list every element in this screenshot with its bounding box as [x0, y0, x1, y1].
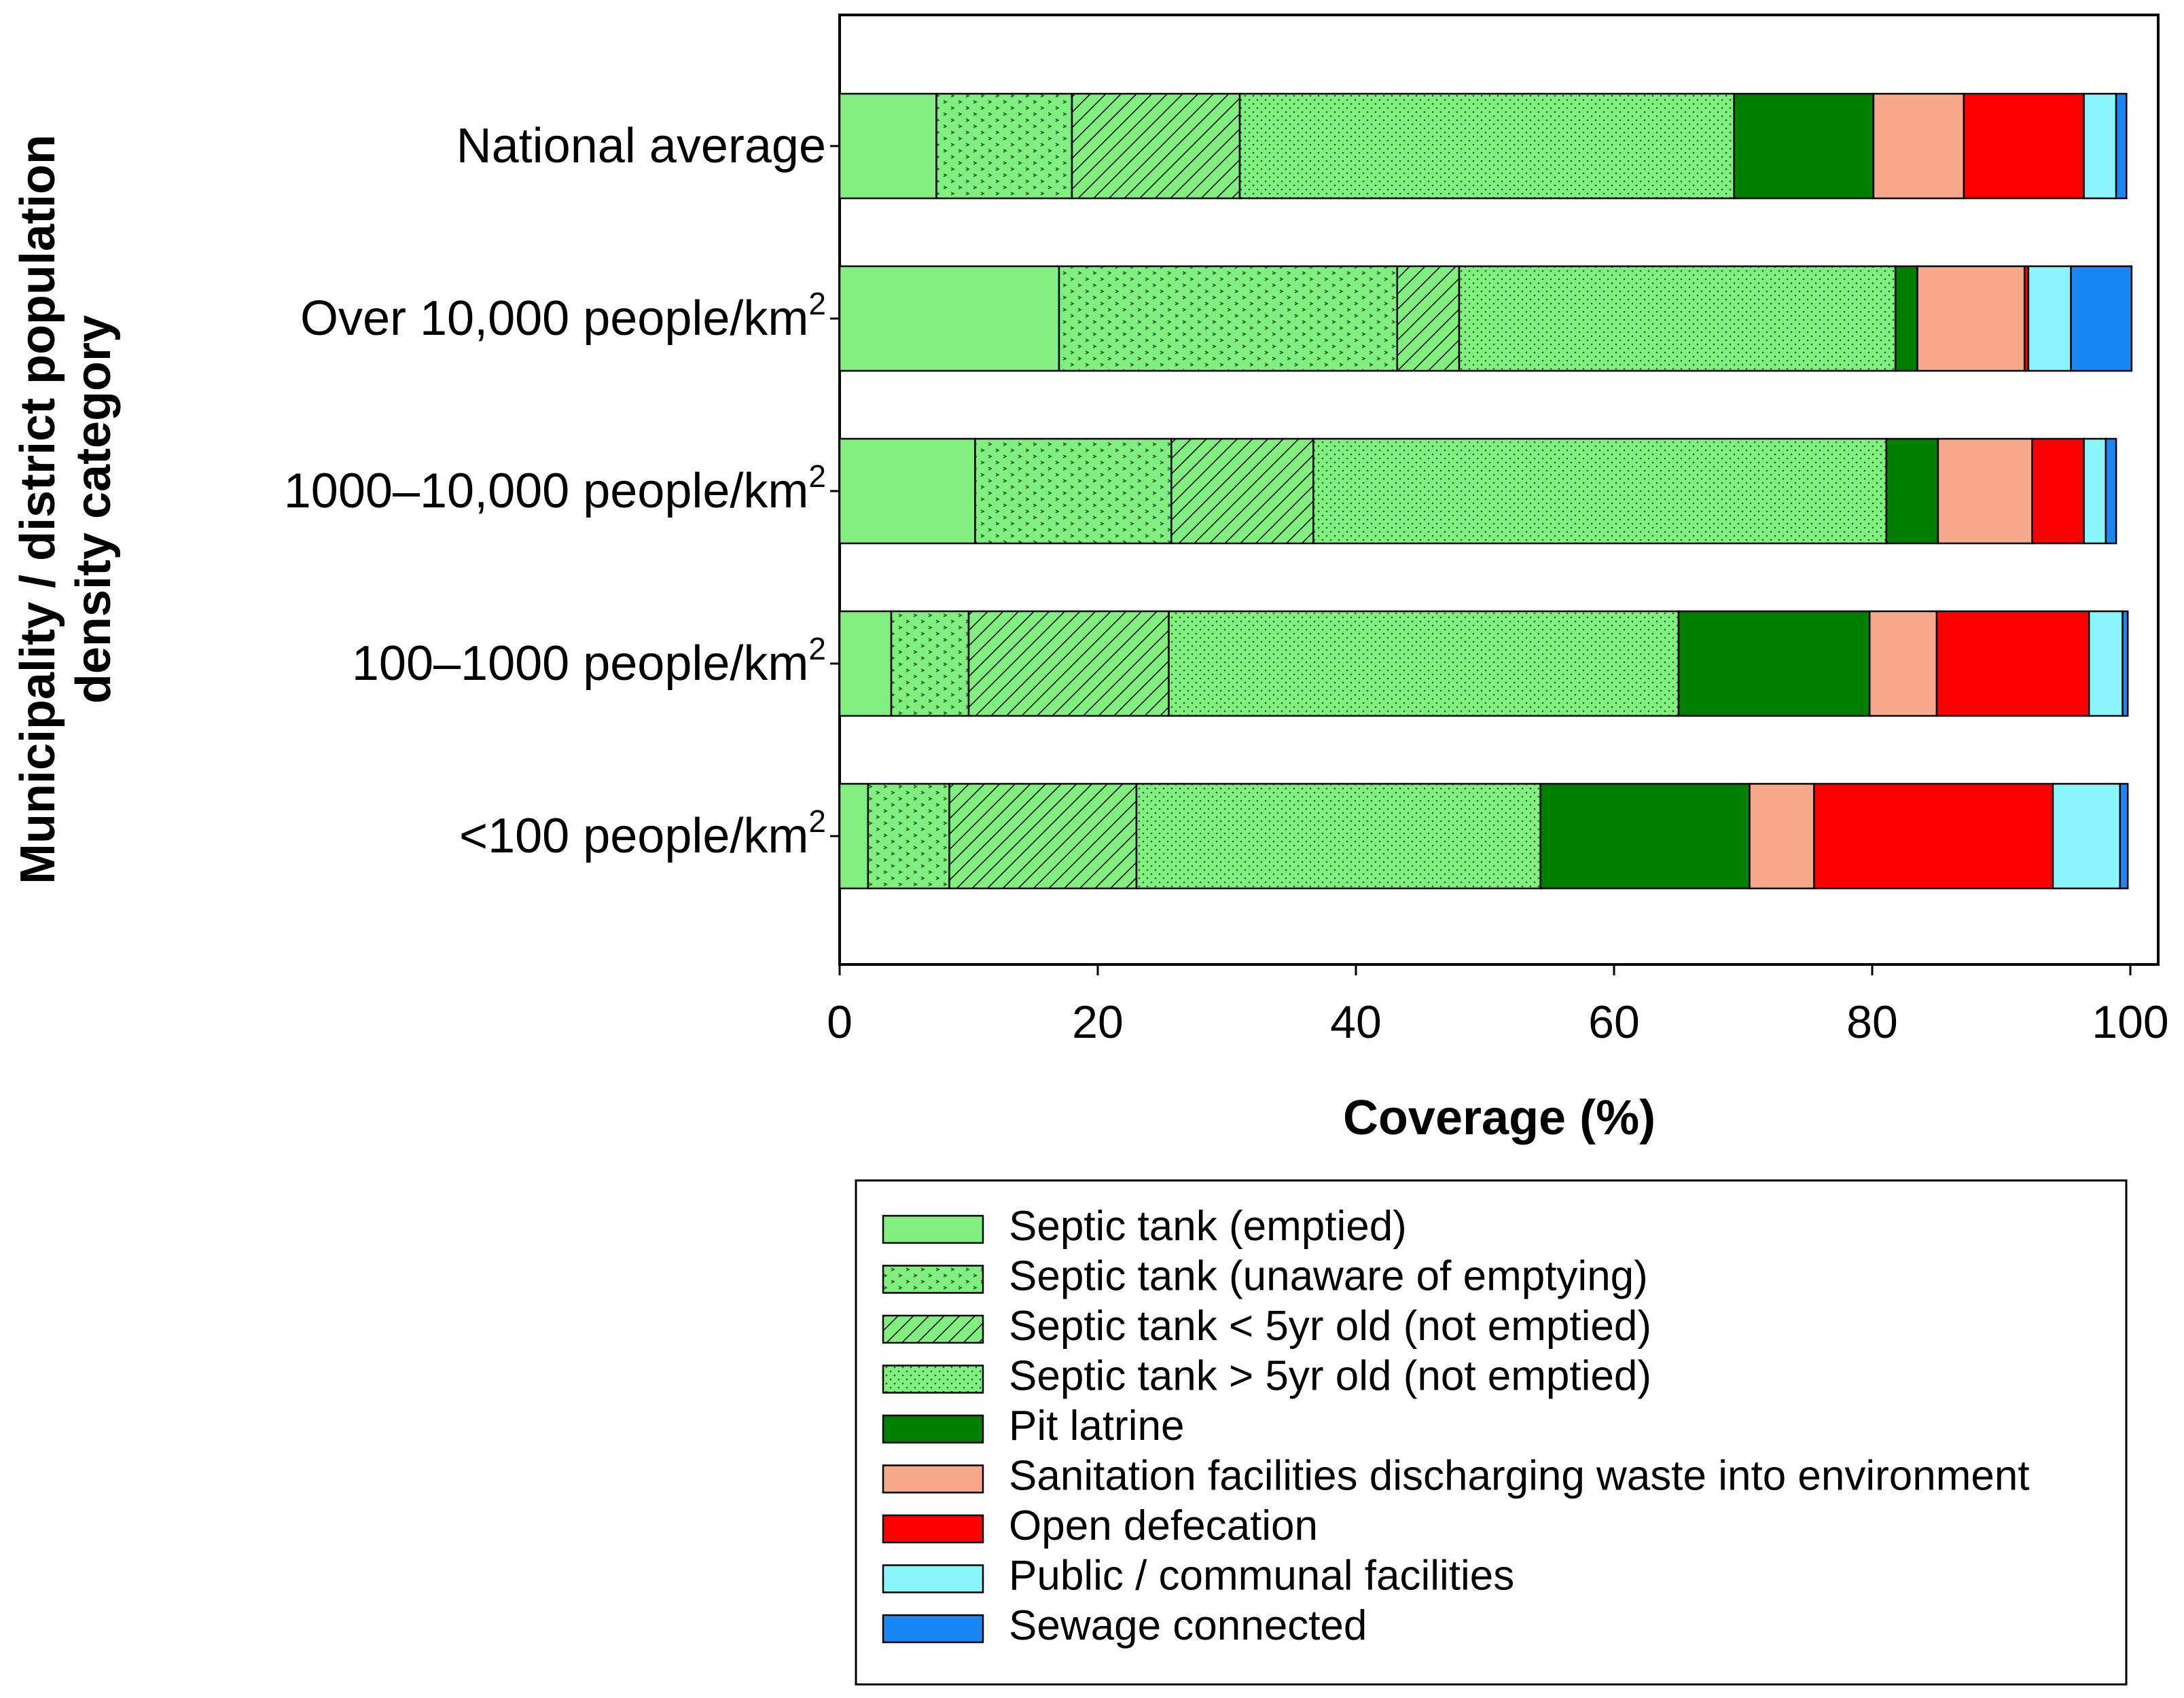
- x-tick-label: 60: [1588, 996, 1640, 1048]
- bar-segment: [2122, 610, 2129, 717]
- bar-segment: [2070, 265, 2133, 372]
- legend-label: Septic tank (unaware of emptying): [1009, 1253, 1648, 1300]
- legend-label: Septic tank < 5yr old (not emptied): [1009, 1303, 1651, 1350]
- legend-label: Pit latrine: [1009, 1403, 1184, 1449]
- bar-segment: [1963, 92, 2085, 200]
- bar-segment: [2088, 610, 2124, 717]
- bar-segment: [1170, 437, 1314, 545]
- legend-label: Septic tank > 5yr old (not emptied): [1009, 1353, 1651, 1400]
- bar-segment: [2031, 437, 2085, 545]
- bar-segment: [1733, 92, 1875, 200]
- legend: Septic tank (emptied)Septic tank (unawar…: [882, 1203, 2030, 1649]
- bar-segment: [1916, 265, 2026, 372]
- bar-segment: [2083, 92, 2117, 200]
- x-tick-label: 20: [1072, 996, 1124, 1048]
- bar-segment: [1937, 437, 2033, 545]
- legend-swatch: [882, 1414, 984, 1444]
- bar-segment: [935, 92, 1073, 200]
- y-axis-title: Municipality / district population densi…: [11, 134, 121, 884]
- bar-segment: [1396, 265, 1461, 372]
- bar-segment: [890, 610, 970, 717]
- bar-segment: [2115, 92, 2128, 200]
- x-tick-label: 0: [827, 996, 853, 1048]
- bar-segment: [2027, 265, 2072, 372]
- y-category-label: 100–1000 people/km2: [352, 631, 826, 691]
- bar-segment: [838, 437, 976, 545]
- bar-segment: [1135, 782, 1541, 890]
- bar-segment: [974, 437, 1172, 545]
- legend-label: Sanitation facilities discharging waste …: [1009, 1453, 2030, 1500]
- bar-segment: [1868, 610, 1938, 717]
- bar-segment: [838, 610, 893, 717]
- bar-segment: [2083, 437, 2107, 545]
- bar-segment: [1071, 92, 1241, 200]
- y-axis-title-line-1: Municipality / district population: [11, 134, 65, 884]
- bar-segment: [1885, 437, 1939, 545]
- legend-label: Sewage connected: [1009, 1602, 1367, 1649]
- y-axis-category-labels: National average Over 10,000 people/km2 10…: [284, 119, 840, 863]
- legend-swatch: [882, 1214, 984, 1244]
- bar-segment: [1677, 610, 1871, 717]
- legend-label: Septic tank (emptied): [1009, 1203, 1407, 1250]
- legend-swatch: [882, 1464, 984, 1494]
- legend-label: Open defecation: [1009, 1502, 1318, 1549]
- y-category-label: Over 10,000 people/km2: [300, 286, 826, 346]
- x-axis-title: Coverage (%): [1343, 1091, 1655, 1145]
- legend-swatch: [882, 1365, 984, 1394]
- bar-segment: [1238, 92, 1735, 200]
- x-axis: 0 20 40 60 80 100: [827, 964, 2169, 1048]
- bar-segment: [967, 610, 1170, 717]
- bar-segment: [948, 782, 1138, 890]
- legend-swatch: [882, 1265, 984, 1294]
- bar-segment: [2119, 782, 2129, 890]
- y-category-label: National average: [457, 119, 826, 173]
- bar-segment: [1894, 265, 1918, 372]
- bar-segment: [1539, 782, 1751, 890]
- bar-segment: [838, 782, 870, 890]
- bar-segment: [1935, 610, 2090, 717]
- x-tick-label: 80: [1846, 996, 1898, 1048]
- legend-swatch: [882, 1314, 984, 1344]
- legend-swatch: [882, 1614, 984, 1644]
- bar-segment: [1058, 265, 1399, 372]
- bar-segment: [1458, 265, 1897, 372]
- bar-segment: [867, 782, 950, 890]
- bar-segment: [1312, 437, 1888, 545]
- bar-segment: [2105, 437, 2117, 545]
- bar-segment: [838, 92, 937, 200]
- y-category-label: <100 people/km2: [459, 803, 826, 863]
- bar-segment: [1749, 782, 1815, 890]
- bar-segment: [1168, 610, 1680, 717]
- x-tick-label: 100: [2092, 996, 2168, 1048]
- y-category-label: 1000–10,000 people/km2: [284, 458, 826, 518]
- bar-segment: [1872, 92, 1965, 200]
- legend-box: [855, 1179, 2128, 1686]
- legend-swatch: [882, 1514, 984, 1544]
- bar-segment: [2052, 782, 2122, 890]
- y-axis-title-line-2: density category: [67, 315, 121, 704]
- legend-swatch: [882, 1564, 984, 1593]
- x-tick-label: 40: [1330, 996, 1382, 1048]
- legend-label: Public / communal facilities: [1009, 1553, 1514, 1600]
- bar-segment: [1813, 782, 2054, 890]
- bars: [838, 92, 2133, 890]
- bar-segment: [838, 265, 1060, 372]
